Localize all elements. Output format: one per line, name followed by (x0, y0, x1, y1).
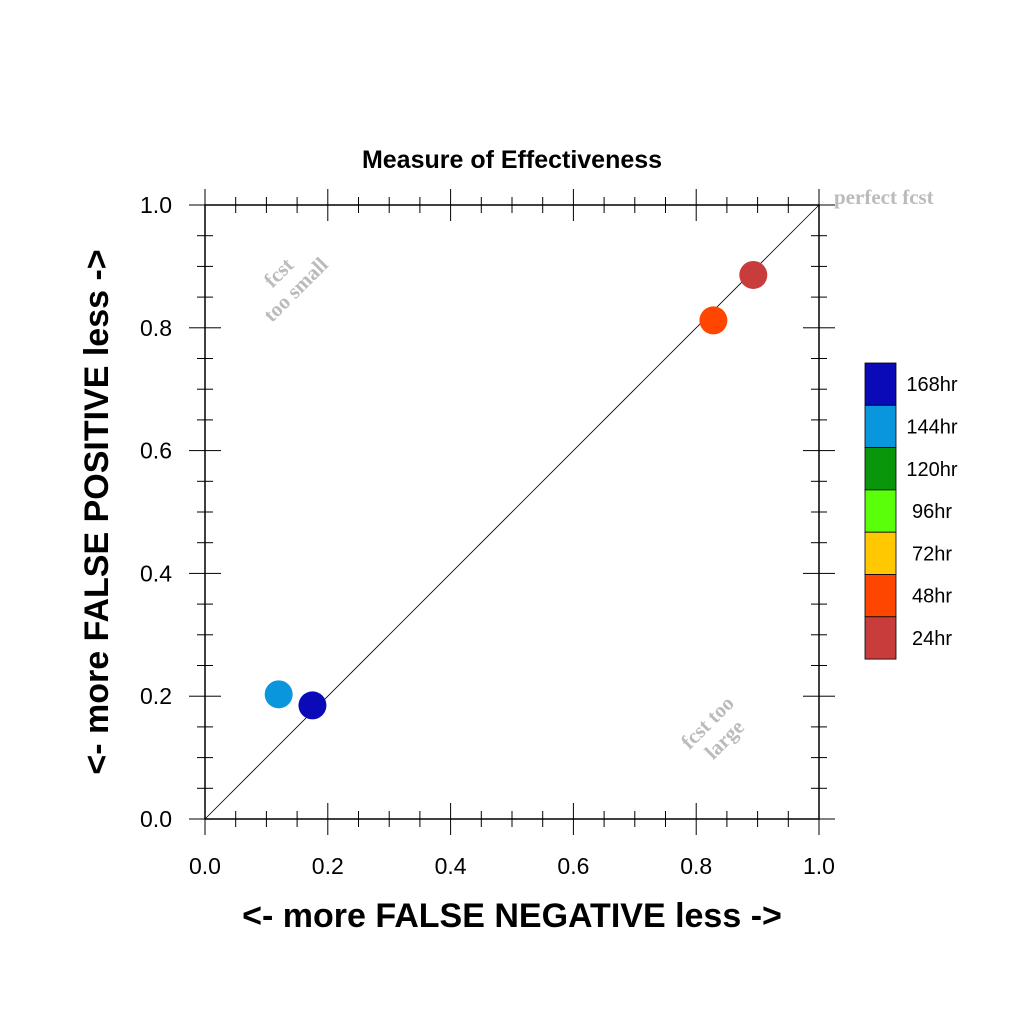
legend-swatch-96hr (864, 489, 897, 533)
y-axis-title: <- more FALSE POSITIVE less -> (78, 249, 116, 774)
data-point-48hr (699, 306, 728, 335)
x-tick-label: 0.4 (435, 853, 467, 879)
legend-label-144hr: 144hr (906, 416, 957, 438)
legend-label-120hr: 120hr (906, 459, 957, 481)
x-tick-label: 0.6 (557, 853, 589, 879)
x-axis-title: <- more FALSE NEGATIVE less -> (242, 897, 782, 935)
legend-label-168hr: 168hr (906, 374, 957, 396)
legend-swatch-120hr (864, 447, 897, 491)
legend-label-48hr: 48hr (912, 586, 952, 608)
legend-swatch-72hr (864, 531, 897, 575)
x-tick-label: 1.0 (803, 853, 835, 879)
y-tick-label: 1.0 (140, 192, 172, 218)
legend-swatch-48hr (864, 574, 897, 618)
y-tick-label: 0.2 (140, 683, 172, 709)
annotation-forecast-too-small: fcst too small (258, 252, 332, 326)
legend-swatch-144hr (864, 404, 897, 448)
chart-title: Measure of Effectiveness (362, 146, 662, 174)
annotation-forecast-too-large: fcst too large (676, 691, 749, 764)
y-tick-label: 0.8 (140, 315, 172, 341)
y-tick-label: 0.4 (140, 560, 172, 586)
y-tick-label: 0.6 (140, 438, 172, 464)
legend-label-72hr: 72hr (912, 543, 952, 565)
legend-swatch-168hr (864, 362, 897, 406)
data-point-144hr (264, 680, 293, 709)
data-point-168hr (298, 691, 327, 720)
legend-label-24hr: 24hr (912, 628, 952, 650)
data-point-24hr (739, 260, 768, 289)
data-points (264, 260, 768, 720)
plot-frame (204, 204, 820, 820)
annotation-perfect-forecast: perfect fcst (834, 185, 934, 209)
legend-label-96hr: 96hr (912, 501, 952, 523)
tick-marks (189, 189, 835, 835)
x-tick-label: 0.0 (189, 853, 221, 879)
tick-labels: 0.0 0.2 0.4 0.6 0.8 1.0 0.0 0.2 0.4 0.6 0.8 1.0 (140, 192, 835, 879)
x-tick-label: 0.2 (312, 853, 344, 879)
x-tick-label: 0.8 (680, 853, 712, 879)
y-tick-label: 0.0 (140, 806, 172, 832)
legend-swatch-24hr (864, 616, 897, 660)
legend: 168hr 144hr 120hr 96hr 72hr 48hr 24hr (864, 362, 958, 660)
